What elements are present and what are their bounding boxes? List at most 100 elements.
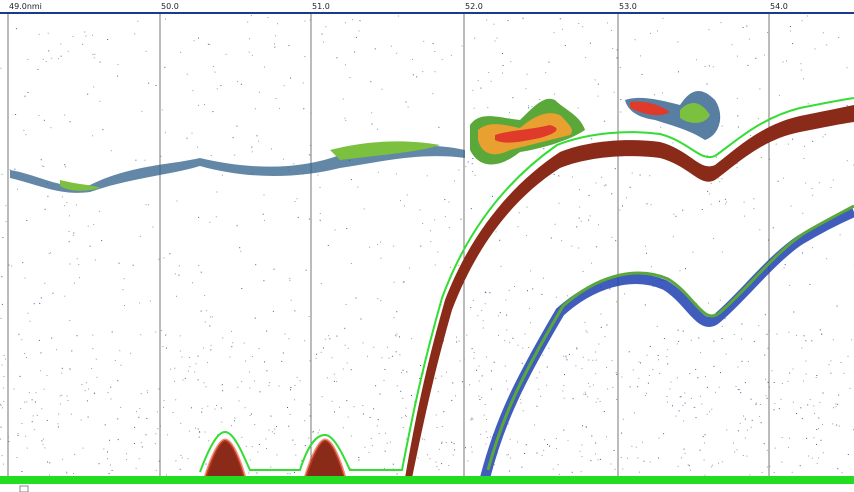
noise-dot [703, 436, 704, 437]
noise-dot [247, 22, 248, 23]
noise-dot [636, 447, 637, 448]
noise-dot [627, 458, 628, 459]
noise-dot [456, 342, 457, 343]
noise-dot [721, 22, 722, 23]
noise-dot [704, 460, 705, 461]
noise-dot [406, 416, 407, 417]
noise-dot [561, 240, 562, 241]
noise-dot [187, 138, 188, 139]
noise-dot [134, 427, 135, 428]
noise-dot [404, 205, 405, 206]
noise-dot [53, 293, 54, 294]
noise-dot [460, 361, 461, 362]
noise-dot [562, 390, 563, 391]
noise-dot [79, 277, 80, 278]
noise-dot [231, 425, 232, 426]
noise-dot [396, 53, 397, 54]
noise-dot [505, 366, 506, 367]
noise-dot [565, 45, 566, 46]
noise-dot [667, 396, 668, 397]
noise-dot [736, 386, 737, 387]
noise-dot [518, 226, 519, 227]
noise-dot [802, 418, 803, 419]
noise-dot [70, 369, 71, 370]
noise-dot [774, 409, 775, 410]
noise-dot [266, 370, 267, 371]
noise-dot [804, 335, 805, 336]
noise-dot [44, 283, 45, 284]
noise-dot [290, 78, 291, 79]
noise-dot [581, 444, 582, 445]
noise-dot [487, 107, 488, 108]
noise-dot [607, 388, 608, 389]
noise-dot [43, 444, 44, 445]
noise-dot [563, 430, 564, 431]
noise-dot [802, 253, 803, 254]
noise-dot [572, 472, 573, 473]
noise-dot [688, 464, 689, 465]
noise-dot [188, 371, 189, 372]
noise-dot [406, 102, 407, 103]
noise-dot [638, 378, 639, 379]
noise-dot [395, 335, 396, 336]
noise-dot [582, 425, 583, 426]
noise-dot [343, 99, 344, 100]
noise-dot [35, 402, 36, 403]
noise-dot [704, 442, 705, 443]
noise-dot [609, 289, 610, 290]
noise-dot [136, 411, 137, 412]
noise-dot [158, 259, 159, 260]
noise-dot [683, 421, 684, 422]
noise-dot [837, 306, 838, 307]
noise-dot [206, 310, 207, 311]
noise-dot [180, 469, 181, 470]
noise-dot [438, 391, 439, 392]
noise-dot [391, 46, 392, 47]
noise-dot [646, 253, 647, 254]
noise-dot [25, 96, 26, 97]
noise-dot [189, 357, 190, 358]
noise-dot [680, 270, 681, 271]
noise-dot [380, 394, 381, 395]
noise-dot [11, 266, 12, 267]
noise-dot [272, 431, 273, 432]
noise-dot [215, 72, 216, 73]
noise-dot [712, 465, 713, 466]
noise-dot [492, 196, 493, 197]
noise-dot [318, 175, 319, 176]
noise-dot [576, 349, 577, 350]
noise-dot [249, 387, 250, 388]
noise-dot [489, 292, 490, 293]
noise-dot [485, 303, 486, 304]
noise-dot [94, 57, 95, 58]
noise-dot [192, 133, 193, 134]
noise-dot [454, 443, 455, 444]
noise-dot [745, 419, 746, 420]
noise-dot [836, 425, 837, 426]
noise-dot [583, 357, 584, 358]
noise-dot [141, 111, 142, 112]
noise-dot [232, 342, 233, 343]
noise-dot [812, 188, 813, 189]
noise-dot [210, 317, 211, 318]
noise-dot [369, 247, 370, 248]
noise-dot [140, 334, 141, 335]
noise-dot [789, 438, 790, 439]
noise-dot [93, 86, 94, 87]
noise-dot [750, 135, 751, 136]
noise-dot [363, 342, 364, 343]
noise-dot [211, 155, 212, 156]
noise-dot [559, 474, 560, 475]
noise-dot [215, 409, 216, 410]
noise-dot [749, 475, 750, 476]
noise-dot [758, 118, 759, 119]
noise-dot [726, 354, 727, 355]
noise-dot [835, 404, 836, 405]
noise-dot [671, 382, 672, 383]
noise-dot [790, 26, 791, 27]
noise-dot [351, 263, 352, 264]
noise-dot [622, 205, 623, 206]
noise-dot [566, 357, 567, 358]
noise-dot [478, 366, 479, 367]
noise-dot [264, 361, 265, 362]
